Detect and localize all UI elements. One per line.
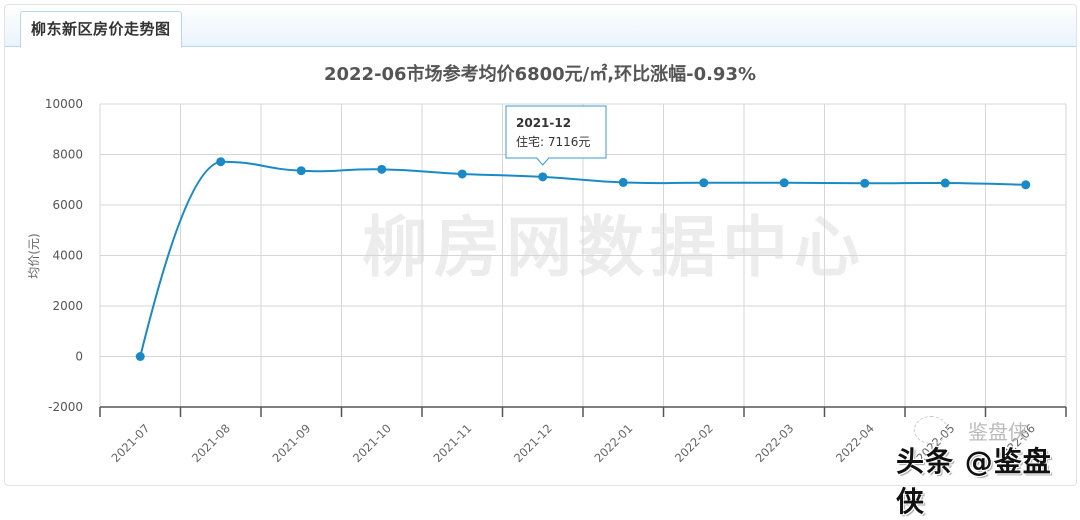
data-point-2022-04[interactable] xyxy=(860,178,870,188)
data-points[interactable] xyxy=(135,157,1031,361)
data-point-2021-09[interactable] xyxy=(296,166,306,176)
y-tick-label: 10000 xyxy=(45,97,83,111)
chart-panel: 柳东新区房价走势图 xyxy=(4,4,1077,486)
panel-header: 柳东新区房价走势图 xyxy=(5,5,1076,48)
x-tick-label: 2021-12 xyxy=(511,421,555,465)
grid-lines xyxy=(99,103,1067,407)
wechat-watermark-icon xyxy=(914,416,948,444)
x-tick-label: 2021-08 xyxy=(189,421,233,465)
x-tick-label: 2021-10 xyxy=(350,421,394,465)
x-tick-label: 2022-03 xyxy=(752,421,796,465)
data-point-2022-03[interactable] xyxy=(779,178,789,188)
y-axis-label: 均价(元) xyxy=(27,233,41,278)
tab-price-trend[interactable]: 柳东新区房价走势图 xyxy=(20,11,182,48)
data-point-2021-12[interactable] xyxy=(538,172,548,182)
data-point-2022-02[interactable] xyxy=(699,178,709,188)
chart-watermark: 柳房网数据中心 xyxy=(362,209,866,286)
y-tick-label: 2000 xyxy=(52,299,83,313)
data-point-2022-01[interactable] xyxy=(618,177,628,187)
chart-title: 2022-06市场参考均价6800元/㎡,环比涨幅-0.93% xyxy=(324,63,756,85)
y-tick-label: -2000 xyxy=(48,400,83,414)
tooltip-title: 2021-12 xyxy=(516,116,571,130)
tooltip: 2021-12 住宅: 7116元 xyxy=(505,105,607,166)
line-chart: 2022-06市场参考均价6800元/㎡,环比涨幅-0.93% 柳房网数据中心 … xyxy=(27,63,1067,465)
watermark-small: 鉴盘侠 xyxy=(968,420,1028,444)
x-tick-label: 2022-01 xyxy=(591,421,635,465)
y-tick-label: 4000 xyxy=(52,249,83,263)
data-point-2022-06[interactable] xyxy=(1021,180,1031,190)
watermark-main: 头条 @鉴盘侠 xyxy=(896,445,1052,518)
data-point-2021-11[interactable] xyxy=(457,169,467,179)
data-point-2021-07[interactable] xyxy=(135,352,145,361)
y-tick-label: 6000 xyxy=(52,198,83,212)
data-point-2021-08[interactable] xyxy=(216,157,226,167)
x-tick-label: 2022-02 xyxy=(672,421,716,465)
y-axis: 10000 8000 6000 4000 2000 0 -2000 xyxy=(45,97,83,414)
x-tick-label: 2021-11 xyxy=(430,421,474,465)
data-point-2022-05[interactable] xyxy=(940,178,950,188)
x-tick-label: 2021-09 xyxy=(269,421,313,465)
y-tick-label: 0 xyxy=(75,350,83,364)
tooltip-value: 住宅: 7116元 xyxy=(516,134,590,149)
data-point-2021-10[interactable] xyxy=(377,164,387,174)
x-tick-label: 2021-07 xyxy=(108,421,152,465)
y-tick-label: 8000 xyxy=(52,148,83,162)
x-tick-label: 2022-04 xyxy=(833,421,877,465)
